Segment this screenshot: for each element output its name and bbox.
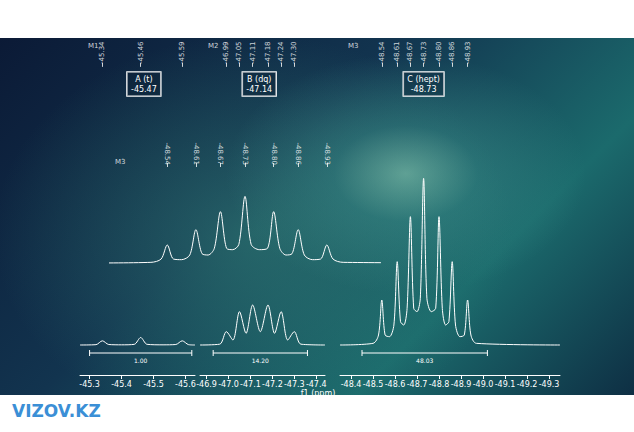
svg-text:-48.9: -48.9 bbox=[451, 380, 472, 389]
svg-text:-47.2: -47.2 bbox=[262, 380, 283, 389]
svg-text:-48.6: -48.6 bbox=[385, 380, 406, 389]
svg-text:M3: M3 bbox=[348, 42, 359, 50]
svg-text:-49.0: -49.0 bbox=[473, 380, 494, 389]
svg-text:-46.9: -46.9 bbox=[196, 380, 217, 389]
svg-text:-48.4: -48.4 bbox=[341, 380, 362, 389]
svg-text:-48.54: -48.54 bbox=[378, 41, 386, 64]
svg-text:VIZOV.KZ: VIZOV.KZ bbox=[12, 401, 101, 421]
svg-text:-45.3: -45.3 bbox=[79, 380, 100, 389]
svg-text:-49.3: -49.3 bbox=[539, 380, 560, 389]
svg-text:-45.6: -45.6 bbox=[175, 380, 196, 389]
svg-text:-48.93: -48.93 bbox=[323, 142, 331, 165]
svg-text:-47.05: -47.05 bbox=[235, 41, 243, 64]
svg-text:14.20: 14.20 bbox=[252, 357, 269, 364]
svg-text:M2: M2 bbox=[208, 42, 219, 50]
svg-text:-48.93: -48.93 bbox=[464, 41, 472, 64]
svg-text:-48.54: -48.54 bbox=[163, 142, 171, 165]
svg-text:-48.67: -48.67 bbox=[216, 142, 224, 165]
svg-text:-48.86: -48.86 bbox=[448, 41, 456, 64]
svg-text:-45.46: -45.46 bbox=[137, 41, 145, 64]
svg-text:A (t): A (t) bbox=[135, 75, 152, 84]
svg-text:B (dq): B (dq) bbox=[247, 75, 271, 84]
svg-text:-49.2: -49.2 bbox=[517, 380, 538, 389]
svg-text:1.00: 1.00 bbox=[134, 357, 148, 364]
svg-text:C (hept): C (hept) bbox=[407, 75, 440, 84]
svg-text:-48.5: -48.5 bbox=[363, 380, 384, 389]
svg-text:-48.7: -48.7 bbox=[407, 380, 428, 389]
svg-text:-48.67: -48.67 bbox=[406, 41, 414, 64]
svg-text:-48.80: -48.80 bbox=[435, 41, 443, 64]
svg-text:-47.0: -47.0 bbox=[218, 380, 239, 389]
svg-text:-47.30: -47.30 bbox=[290, 41, 298, 64]
svg-text:M1: M1 bbox=[88, 42, 99, 50]
svg-text:-47.1: -47.1 bbox=[240, 380, 261, 389]
svg-text:-48.8: -48.8 bbox=[429, 380, 450, 389]
svg-text:-45.5: -45.5 bbox=[143, 380, 164, 389]
svg-text:-47.11: -47.11 bbox=[249, 41, 257, 64]
svg-text:-47.24: -47.24 bbox=[277, 41, 285, 64]
svg-text:-46.99: -46.99 bbox=[222, 41, 230, 64]
svg-text:-48.61: -48.61 bbox=[393, 41, 401, 64]
svg-text:-48.86: -48.86 bbox=[294, 142, 302, 165]
svg-text:M3: M3 bbox=[115, 158, 126, 166]
svg-text:-48.73: -48.73 bbox=[420, 41, 428, 64]
svg-text:-47.14: -47.14 bbox=[246, 85, 272, 94]
svg-text:48.03: 48.03 bbox=[416, 357, 433, 364]
svg-text:-48.61: -48.61 bbox=[192, 142, 200, 165]
svg-text:-45.4: -45.4 bbox=[111, 380, 132, 389]
svg-text:-49.1: -49.1 bbox=[495, 380, 516, 389]
svg-text:-48.73: -48.73 bbox=[411, 85, 437, 94]
svg-text:-45.34: -45.34 bbox=[98, 41, 106, 64]
svg-text:-48.80: -48.80 bbox=[270, 142, 278, 165]
svg-text:-48.73: -48.73 bbox=[241, 142, 249, 165]
svg-text:-45.59: -45.59 bbox=[178, 41, 186, 64]
svg-text:-47.4: -47.4 bbox=[306, 380, 327, 389]
svg-text:-47.18: -47.18 bbox=[264, 41, 272, 64]
svg-text:-47.3: -47.3 bbox=[284, 380, 305, 389]
svg-text:-45.47: -45.47 bbox=[131, 85, 157, 94]
svg-text:f1 (ppm): f1 (ppm) bbox=[301, 389, 336, 398]
